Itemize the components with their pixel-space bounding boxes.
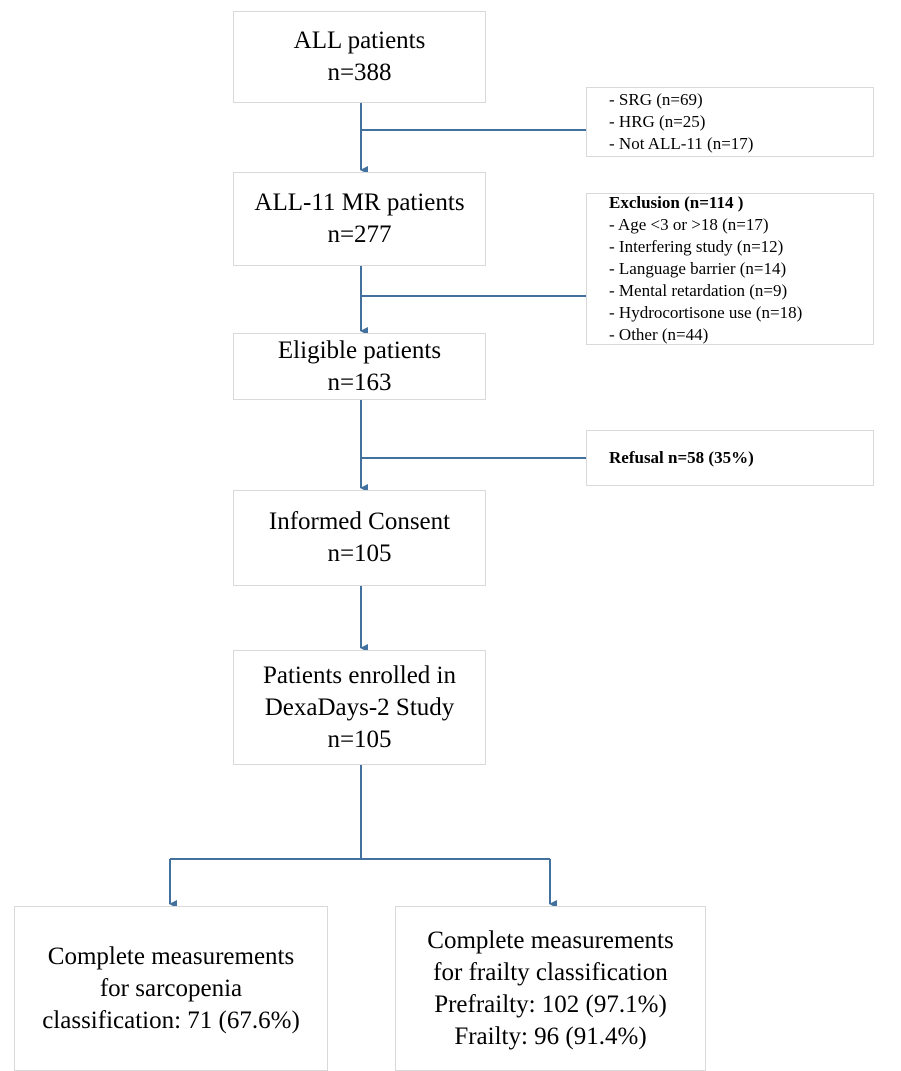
refusal-label: Refusal n=58 (35%) <box>609 448 754 467</box>
box-count: n=163 <box>327 368 392 396</box>
exclusion-item: - SRG (n=69) <box>609 90 703 109</box>
box-label: Patients enrolled in <box>262 661 457 689</box>
exclusion-item: - Hydrocortisone use (n=18) <box>609 303 803 322</box>
arrow-lines <box>169 103 586 908</box>
exclusion-heading: Exclusion (n=114 ) <box>609 193 744 212</box>
refusal-box: Refusal n=58 (35%) <box>586 430 874 486</box>
box-label: Frailty: 96 (91.4%) <box>454 1022 647 1050</box>
exclusion-item: - Interfering study (n=12) <box>609 237 784 256</box>
enrolled-patients-box: Patients enrolled in DexaDays-2 Study n=… <box>233 650 486 765</box>
box-label: Prefrailty: 102 (97.1%) <box>434 990 667 1018</box>
box-label: for frailty classification <box>433 958 668 986</box>
box-label: Informed Consent <box>268 508 451 535</box>
box-label: Eligible patients <box>277 336 442 364</box>
all-11-mr-patients-box: ALL-11 MR patients n=277 <box>233 172 486 266</box>
box-label: Complete measurements <box>47 942 295 970</box>
exclusion-item: - Language barrier (n=14) <box>609 259 787 278</box>
box-count: n=277 <box>327 221 392 248</box>
exclusion-item: - Other (n=44) <box>609 325 709 344</box>
box-label: Complete measurements <box>427 926 674 954</box>
exclusion-item: - Age <3 or >18 (n=17) <box>609 215 769 234</box>
box-label: DexaDays-2 Study <box>264 693 455 721</box>
box-label: classification: 71 (67.6%) <box>42 1006 300 1034</box>
exclusion-box: Exclusion (n=114 ) - Age <3 or >18 (n=17… <box>586 193 874 345</box>
exclusion-item: - Not ALL-11 (n=17) <box>609 134 754 153</box>
excluded-groups-box: - SRG (n=69) - HRG (n=25) - Not ALL-11 (… <box>586 87 874 157</box>
exclusion-item: - Mental retardation (n=9) <box>609 281 788 300</box>
box-count: n=105 <box>327 725 392 753</box>
all-patients-box: ALL patients n=388 <box>233 11 486 103</box>
box-count: n=105 <box>327 540 392 567</box>
box-label: for sarcopenia <box>99 974 243 1002</box>
eligible-patients-box: Eligible patients n=163 <box>233 333 486 400</box>
sarcopenia-outcome-box: Complete measurements for sarcopenia cla… <box>14 906 328 1071</box>
informed-consent-box: Informed Consent n=105 <box>233 490 486 586</box>
box-label: ALL patients <box>293 27 426 54</box>
frailty-outcome-box: Complete measurements for frailty classi… <box>395 906 706 1071</box>
box-count: n=388 <box>327 59 392 86</box>
exclusion-item: - HRG (n=25) <box>609 112 706 131</box>
box-label: ALL-11 MR patients <box>254 189 465 216</box>
